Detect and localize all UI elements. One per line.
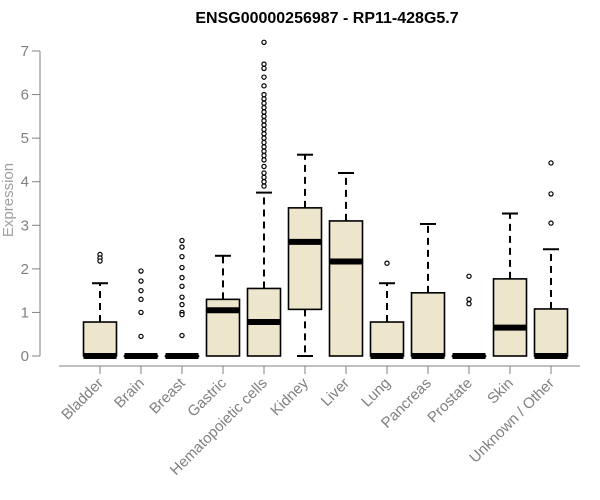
box-prostate [451,273,487,359]
box-hematopoietic-cells [246,39,282,357]
box-gastric [205,254,241,357]
outlier-point [179,244,185,250]
outlier-point [261,83,267,89]
outlier-point [261,113,267,120]
box-iqr [369,321,405,357]
x-tick-label: Kidney [267,374,312,419]
y-tick-label: 5 [21,130,29,147]
outlier-point [179,264,185,271]
outlier-point [179,301,185,308]
outlier-point [261,91,267,98]
box-iqr [410,292,446,357]
box-brain [123,268,159,359]
y-tick-label: 3 [21,217,29,234]
outlier-point [179,311,185,318]
outlier-point [466,296,472,303]
outlier-point [466,273,472,279]
outlier-point [384,260,390,266]
outlier-point [261,174,267,181]
box-skin [492,212,528,357]
outlier-point [261,179,267,185]
y-axis: 0 1 2 3 4 5 6 7 [21,43,41,365]
boxes-group [82,39,569,359]
outlier-point [138,296,144,303]
outlier-point [138,333,144,340]
outlier-point [261,126,267,133]
x-tick-label: Breast [146,374,189,417]
outlier-point [548,191,554,197]
y-tick-label: 7 [21,43,29,60]
box-liver [328,172,364,357]
box-pancreas [410,222,446,359]
outlier-point [179,253,185,260]
outlier-point [261,131,267,137]
x-tick-label: Liver [318,375,353,410]
chart-title: ENSG00000256987 - RP11-428G5.7 [195,10,458,27]
outlier-point [548,220,554,226]
outlier-point [179,237,185,244]
outlier-point [261,109,267,115]
box-bladder [82,251,118,359]
box-lung [369,260,405,359]
x-tick-label: Prostate [424,375,476,427]
outlier-point [261,139,267,146]
x-tick-label: Bladder [58,375,107,424]
outlier-point [261,39,267,45]
outlier-point [261,170,267,176]
box-breast [164,237,200,359]
outlier-point [261,157,267,163]
outlier-point [261,163,267,170]
box-iqr [492,278,528,357]
y-tick-label: 1 [21,304,29,321]
outlier-point [261,104,267,111]
outlier-point [138,278,144,284]
outlier-point [466,301,472,307]
x-tick-label: Brain [111,375,148,412]
y-axis-label: Expression [0,163,17,237]
box-iqr [82,321,118,357]
outlier-point [138,268,144,274]
outlier-point [179,283,185,289]
y-tick-label: 0 [21,348,29,365]
outlier-point [261,144,267,150]
outlier-point [261,122,267,128]
outlier-point [179,332,185,339]
outlier-point [261,61,267,67]
box-iqr [533,308,569,357]
box-kidney [287,153,323,357]
box-iqr [328,220,364,357]
outlier-point [179,294,185,300]
box-unknown-other [533,160,569,359]
y-tick-label: 2 [21,261,29,278]
outlier-point [261,152,267,159]
outlier-point [261,65,267,72]
outlier-point [138,309,144,316]
outlier-point [261,100,267,106]
x-tick-label: Lung [358,375,394,411]
box-iqr [287,207,323,311]
outlier-point [261,148,267,154]
outlier-point [138,287,144,294]
outlier-point [261,118,267,124]
y-tick-label: 4 [21,174,29,191]
outlier-point [261,74,267,80]
outlier-point [261,96,267,102]
outlier-point [548,160,554,166]
outlier-point [97,258,103,264]
x-tick-label: Skin [484,375,517,408]
outlier-point [179,274,185,281]
outlier-point [261,135,267,141]
outlier-point [261,183,267,189]
y-tick-label: 6 [21,87,29,104]
